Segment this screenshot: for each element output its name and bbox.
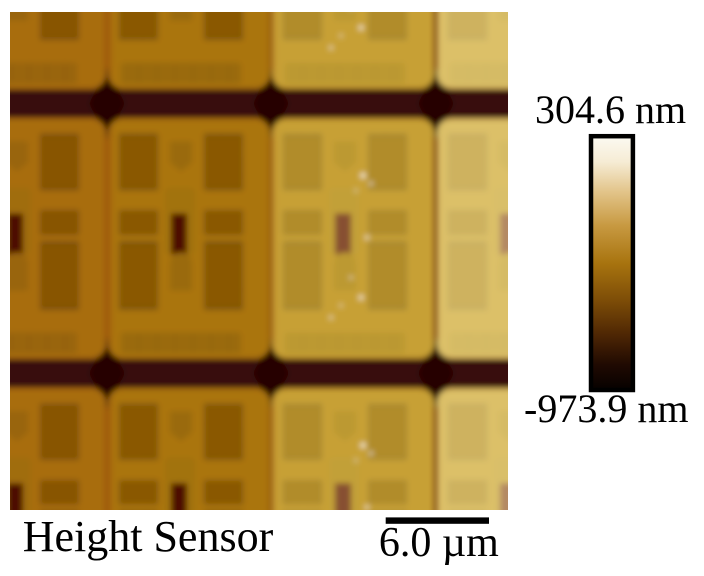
svg-text:6.0 µm: 6.0 µm [379,520,499,566]
svg-text:-973.9 nm: -973.9 nm [524,386,688,431]
svg-text:304.6 nm: 304.6 nm [535,87,686,132]
svg-text:Height Sensor: Height Sensor [23,512,274,561]
